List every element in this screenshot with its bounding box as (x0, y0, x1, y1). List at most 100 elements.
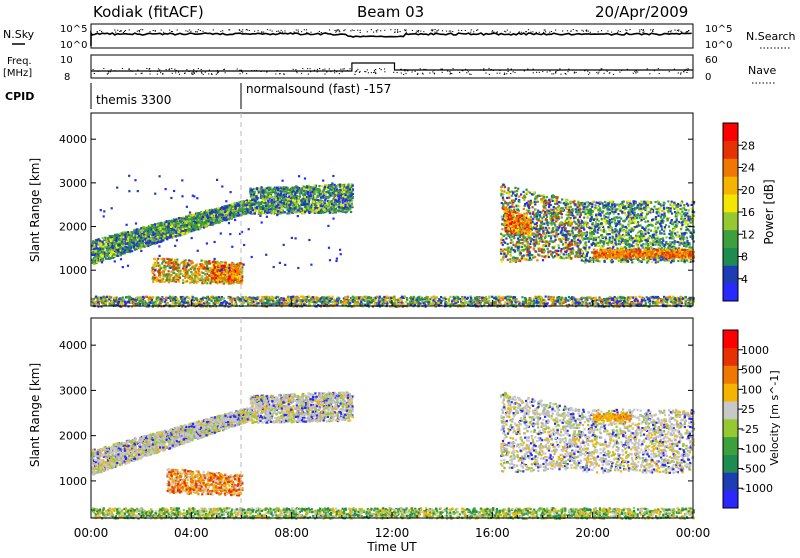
nave-dot (357, 69, 358, 70)
nsearch-dot (321, 32, 322, 33)
nave-dot (467, 70, 468, 71)
nave-dot (375, 69, 376, 70)
nave-dot (433, 70, 434, 71)
nave-dot (379, 68, 380, 69)
nave-dot (275, 74, 276, 75)
nsearch-dot (528, 29, 529, 30)
nsearch-dot (261, 31, 262, 32)
nave-dot (407, 70, 408, 71)
nave-dot (330, 71, 331, 72)
nave-dot (560, 74, 561, 75)
nsearch-dot (155, 30, 156, 31)
nave-dot (397, 72, 398, 73)
nave-dot (521, 69, 522, 70)
nave-dot (613, 74, 614, 75)
nave-tick-bottom: 0 (705, 72, 711, 83)
nsearch-dot (353, 30, 354, 31)
nave-dot (485, 73, 486, 74)
nave-dot (596, 72, 597, 73)
nave-dot (334, 70, 335, 71)
nsearch-dot (668, 31, 669, 32)
nsearch-dot (185, 30, 186, 31)
nave-dot (542, 71, 543, 72)
nsearch-dot (400, 31, 401, 32)
nave-dot (182, 71, 183, 72)
nave-dot (356, 70, 357, 71)
nave-dot (339, 73, 340, 74)
nsearch-dot (406, 30, 407, 31)
nsearch-dot (687, 31, 688, 32)
nsearch-dot (458, 30, 459, 31)
nave-dot (174, 69, 175, 70)
nave-dot (153, 71, 154, 72)
nsearch-dot (420, 31, 421, 32)
nave-dot (547, 72, 548, 73)
nave-dot (432, 71, 433, 72)
nsearch-dot (276, 31, 277, 32)
nave-dot (450, 73, 451, 74)
nave-dot (499, 70, 500, 71)
nave-dot (555, 73, 556, 74)
nsearch-dot (539, 32, 540, 33)
nsearch-dot (149, 31, 150, 32)
nave-dot (420, 68, 421, 69)
nave-dot (462, 70, 463, 71)
nave-dot (633, 73, 634, 74)
nave-dot (225, 72, 226, 73)
nave-dot (141, 73, 142, 74)
nave-dot (465, 69, 466, 70)
nave-dot (203, 74, 204, 75)
nsearch-dot (573, 29, 574, 30)
nsearch-dot (115, 32, 116, 33)
nsearch-dot (671, 30, 672, 31)
nsearch-dot (101, 31, 102, 32)
nave-dot (686, 69, 687, 70)
nave-dot (450, 74, 451, 75)
nsearch-dot (432, 29, 433, 30)
nsearch-dot (169, 30, 170, 31)
nave-dot (589, 72, 590, 73)
nave-dot (122, 68, 123, 69)
nsearch-dot (625, 29, 626, 30)
nave-dot (111, 69, 112, 70)
nave-dot (342, 71, 343, 72)
nave-dot (680, 74, 681, 75)
nsearch-dot (197, 31, 198, 32)
nsearch-dot (588, 31, 589, 32)
nave-dot (329, 68, 330, 69)
nave-dot (103, 68, 104, 69)
nave-dot (266, 71, 267, 72)
nsearch-dot (189, 30, 190, 31)
nave-dot (497, 73, 498, 74)
nsearch-dot (123, 32, 124, 33)
freq-tick-top: 10 (60, 55, 73, 66)
nsearch-dot (121, 31, 122, 32)
nave-dot (251, 70, 252, 71)
nave-dot (266, 72, 267, 73)
freq-trace (91, 63, 693, 75)
nave-dot (434, 73, 435, 74)
nave-dot (296, 72, 297, 73)
nsearch-dot (576, 30, 577, 31)
nave-dot (107, 74, 108, 75)
nave-dot (658, 68, 659, 69)
nsearch-dot (187, 31, 188, 32)
nave-dot (277, 70, 278, 71)
nsearch-dot (339, 31, 340, 32)
nave-dot (466, 72, 467, 73)
nave-dot (451, 73, 452, 74)
nsearch-dot (195, 31, 196, 32)
nave-dot (367, 69, 368, 70)
nsearch-dot (470, 32, 471, 33)
nave-dot (636, 71, 637, 72)
nsearch-dot (200, 30, 201, 31)
nsearch-dot (239, 30, 240, 31)
nsearch-dot (319, 31, 320, 32)
nave-dot (172, 73, 173, 74)
nave-dot (336, 71, 337, 72)
nsearch-dot (418, 31, 419, 32)
nave-dot (468, 71, 469, 72)
nave-dot (98, 71, 99, 72)
nave-dot (240, 73, 241, 74)
nave-dot (527, 69, 528, 70)
